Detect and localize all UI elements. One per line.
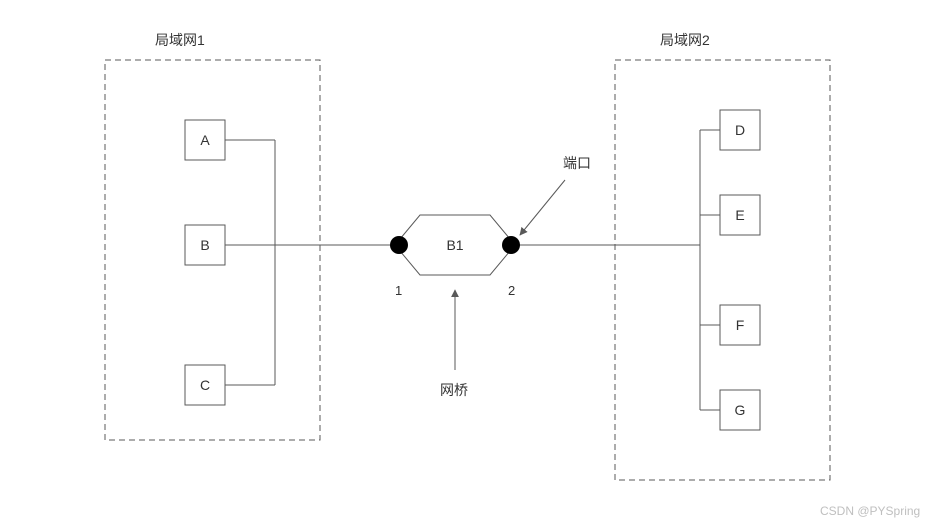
lan2-nodes: D E F G bbox=[700, 110, 760, 430]
bridge-port2 bbox=[502, 236, 520, 254]
node-label-G: G bbox=[735, 402, 746, 418]
node-label-F: F bbox=[736, 317, 745, 333]
bridge-label: B1 bbox=[446, 237, 463, 253]
annot-port-arrow bbox=[520, 180, 565, 235]
node-label-E: E bbox=[735, 207, 744, 223]
node-label-B: B bbox=[200, 237, 209, 253]
node-label-A: A bbox=[200, 132, 210, 148]
lan1-nodes: A B C bbox=[185, 120, 275, 405]
port2-label: 2 bbox=[508, 283, 515, 298]
port1-label: 1 bbox=[395, 283, 402, 298]
lan2-label: 局域网2 bbox=[660, 32, 710, 48]
node-label-D: D bbox=[735, 122, 745, 138]
watermark: CSDN @PYSpring bbox=[820, 504, 920, 518]
annot-port-text: 端口 bbox=[563, 155, 591, 171]
bridge-port1 bbox=[390, 236, 408, 254]
annot-bridge-text: 网桥 bbox=[440, 382, 468, 398]
lan1-label: 局域网1 bbox=[155, 32, 205, 48]
node-label-C: C bbox=[200, 377, 210, 393]
